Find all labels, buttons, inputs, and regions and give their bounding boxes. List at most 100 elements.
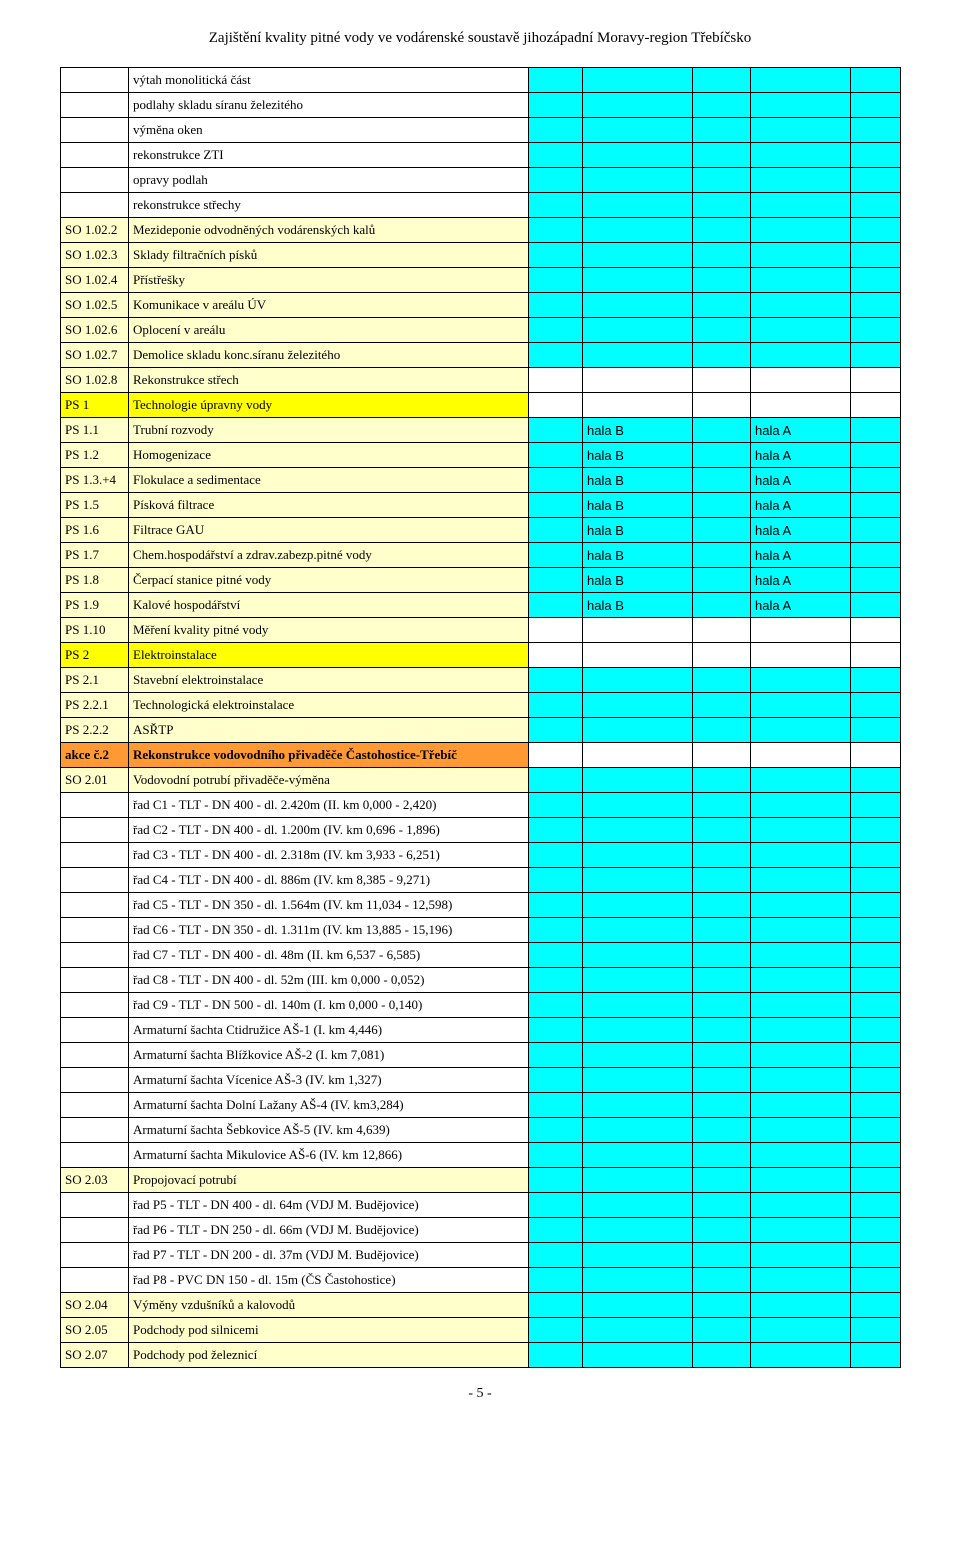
- cell-right-5: [851, 793, 901, 818]
- cell-right-4: [751, 393, 851, 418]
- table-row: opravy podlah: [61, 168, 901, 193]
- cell-right-4: hala A: [751, 418, 851, 443]
- cell-right-3: [693, 893, 751, 918]
- cell-right-4: [751, 1268, 851, 1293]
- cell-right-5: [851, 743, 901, 768]
- cell-right-2: [583, 918, 693, 943]
- cell-right-5: [851, 643, 901, 668]
- table-row: podlahy skladu síranu železitého: [61, 93, 901, 118]
- table-row: PS 1.2Homogenizacehala Bhala A: [61, 443, 901, 468]
- cell-code: SO 1.02.7: [61, 343, 129, 368]
- cell-right-5: [851, 293, 901, 318]
- cell-right-2: [583, 1043, 693, 1068]
- cell-right-3: [693, 1093, 751, 1118]
- cell-right-4: [751, 618, 851, 643]
- cell-right-3: [693, 968, 751, 993]
- cell-right-4: [751, 1293, 851, 1318]
- cell-right-4: [751, 1168, 851, 1193]
- cell-description: Písková filtrace: [129, 493, 529, 518]
- cell-right-5: [851, 418, 901, 443]
- cell-right-2: [583, 168, 693, 193]
- main-table: výtah monolitická částpodlahy skladu sír…: [60, 67, 901, 1368]
- cell-right-1: [529, 1218, 583, 1243]
- cell-right-5: [851, 843, 901, 868]
- cell-code: SO 1.02.4: [61, 268, 129, 293]
- cell-right-2: hala B: [583, 418, 693, 443]
- cell-right-1: [529, 868, 583, 893]
- cell-right-1: [529, 593, 583, 618]
- cell-right-4: [751, 943, 851, 968]
- cell-right-1: [529, 143, 583, 168]
- cell-description: Komunikace v areálu ÚV: [129, 293, 529, 318]
- cell-description: řad C3 - TLT - DN 400 - dl. 2.318m (IV. …: [129, 843, 529, 868]
- cell-right-4: [751, 93, 851, 118]
- table-row: řad P7 - TLT - DN 200 - dl. 37m (VDJ M. …: [61, 1243, 901, 1268]
- cell-right-4: [751, 1343, 851, 1368]
- cell-description: Kalové hospodářství: [129, 593, 529, 618]
- cell-description: řad C4 - TLT - DN 400 - dl. 886m (IV. km…: [129, 868, 529, 893]
- cell-right-1: [529, 968, 583, 993]
- cell-right-5: [851, 1068, 901, 1093]
- cell-code: PS 2: [61, 643, 129, 668]
- cell-right-2: [583, 1093, 693, 1118]
- cell-right-3: [693, 1243, 751, 1268]
- cell-right-2: hala B: [583, 493, 693, 518]
- cell-code: PS 2.2.1: [61, 693, 129, 718]
- table-row: řad P5 - TLT - DN 400 - dl. 64m (VDJ M. …: [61, 1193, 901, 1218]
- table-row: PS 1.5Písková filtracehala Bhala A: [61, 493, 901, 518]
- cell-description: Armaturní šachta Mikulovice AŠ-6 (IV. km…: [129, 1143, 529, 1168]
- cell-right-2: [583, 618, 693, 643]
- cell-description: Rekonstrukce vodovodního přivaděče Často…: [129, 743, 529, 768]
- cell-right-3: [693, 118, 751, 143]
- cell-right-4: hala A: [751, 518, 851, 543]
- cell-right-5: [851, 243, 901, 268]
- cell-right-1: [529, 243, 583, 268]
- cell-code: SO 1.02.6: [61, 318, 129, 343]
- table-row: řad C1 - TLT - DN 400 - dl. 2.420m (II. …: [61, 793, 901, 818]
- cell-right-2: [583, 218, 693, 243]
- table-row: Armaturní šachta Ctidružice AŠ-1 (I. km …: [61, 1018, 901, 1043]
- cell-right-4: [751, 68, 851, 93]
- cell-code: PS 1.2: [61, 443, 129, 468]
- cell-right-1: [529, 168, 583, 193]
- cell-right-3: [693, 993, 751, 1018]
- table-row: SO 1.02.8Rekonstrukce střech: [61, 368, 901, 393]
- cell-description: řad C6 - TLT - DN 350 - dl. 1.311m (IV. …: [129, 918, 529, 943]
- cell-right-2: [583, 818, 693, 843]
- cell-right-2: [583, 768, 693, 793]
- cell-right-5: [851, 318, 901, 343]
- cell-right-5: [851, 718, 901, 743]
- cell-right-4: hala A: [751, 493, 851, 518]
- cell-code: [61, 993, 129, 1018]
- cell-right-4: [751, 1193, 851, 1218]
- table-row: řad C5 - TLT - DN 350 - dl. 1.564m (IV. …: [61, 893, 901, 918]
- cell-code: PS 1.8: [61, 568, 129, 593]
- cell-right-2: [583, 868, 693, 893]
- cell-description: řad P6 - TLT - DN 250 - dl. 66m (VDJ M. …: [129, 1218, 529, 1243]
- table-row: SO 2.07Podchody pod železnicí: [61, 1343, 901, 1368]
- cell-right-5: [851, 468, 901, 493]
- cell-right-1: [529, 1143, 583, 1168]
- cell-right-1: [529, 293, 583, 318]
- cell-right-5: [851, 1118, 901, 1143]
- cell-right-4: [751, 1243, 851, 1268]
- cell-code: [61, 1268, 129, 1293]
- cell-right-4: hala A: [751, 568, 851, 593]
- cell-right-1: [529, 1243, 583, 1268]
- table-row: SO 2.03Propojovací potrubí: [61, 1168, 901, 1193]
- cell-right-5: [851, 968, 901, 993]
- cell-code: SO 2.01: [61, 768, 129, 793]
- cell-right-2: [583, 643, 693, 668]
- cell-right-5: [851, 868, 901, 893]
- table-row: řad C3 - TLT - DN 400 - dl. 2.318m (IV. …: [61, 843, 901, 868]
- cell-right-5: [851, 1268, 901, 1293]
- cell-code: PS 1.1: [61, 418, 129, 443]
- cell-right-2: hala B: [583, 443, 693, 468]
- table-row: PS 2Elektroinstalace: [61, 643, 901, 668]
- cell-right-1: [529, 1318, 583, 1343]
- cell-description: řad C1 - TLT - DN 400 - dl. 2.420m (II. …: [129, 793, 529, 818]
- cell-description: řad C5 - TLT - DN 350 - dl. 1.564m (IV. …: [129, 893, 529, 918]
- cell-right-3: [693, 1168, 751, 1193]
- cell-right-1: [529, 518, 583, 543]
- cell-right-3: [693, 193, 751, 218]
